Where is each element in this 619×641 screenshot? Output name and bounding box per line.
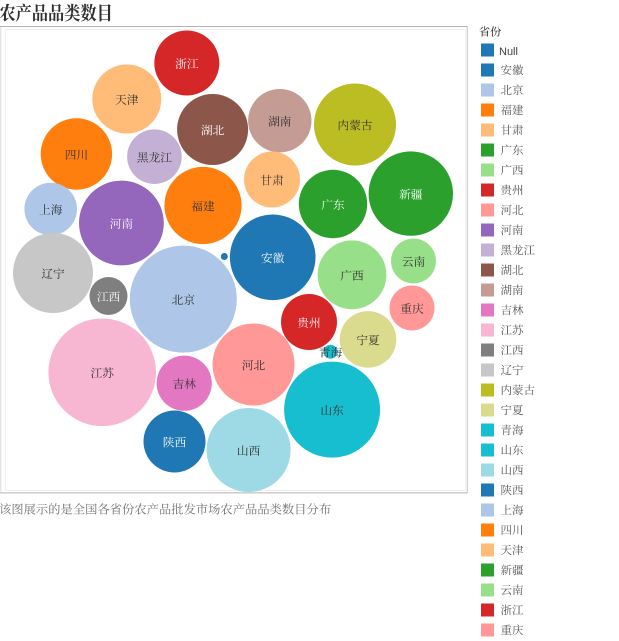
svg-text:Null: Null xyxy=(499,46,518,58)
